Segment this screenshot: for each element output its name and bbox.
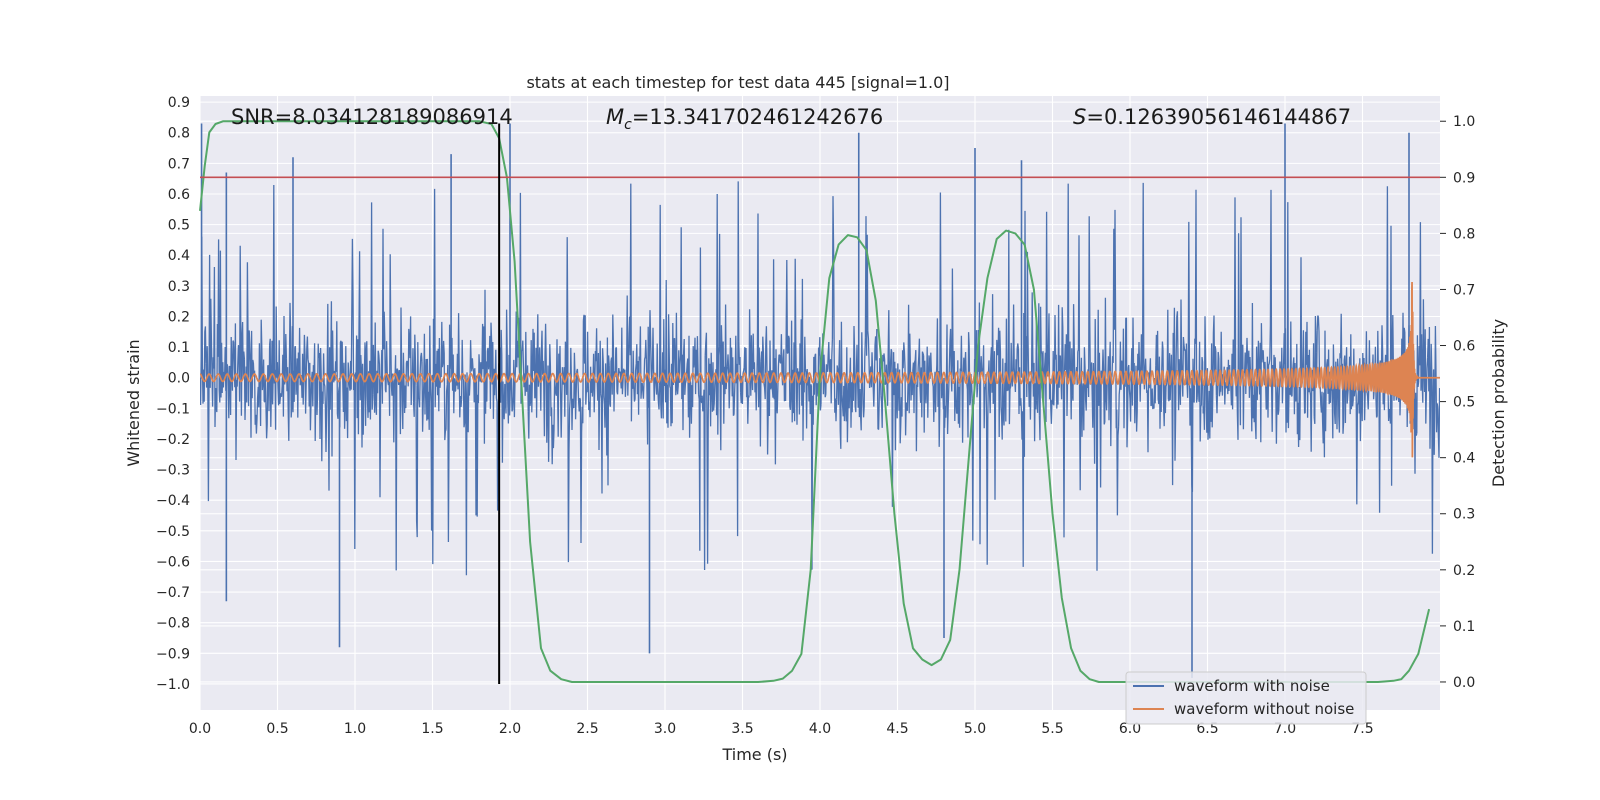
chirp-mass-annotation: Mc=13.341702461242676 bbox=[606, 105, 883, 133]
x-tick-label: 0.5 bbox=[266, 721, 288, 737]
y-axis-label: Whitened strain bbox=[124, 339, 143, 466]
y-tick-label: −0.9 bbox=[156, 646, 190, 662]
legend-label-clean: waveform without noise bbox=[1174, 700, 1354, 718]
y2-tick-label: 0.3 bbox=[1453, 507, 1475, 523]
legend-label-noise: waveform with noise bbox=[1174, 677, 1330, 695]
x-tick-label: 4.5 bbox=[886, 721, 908, 737]
chirp-mass-value: =13.341702461242676 bbox=[632, 105, 883, 129]
y-tick-label: 0.3 bbox=[168, 279, 190, 295]
y-axis-ticks: 0.9 0.8 0.7 0.6 0.5 0.4 0.3 0.2 0.1 0.0 −0.1 −0.2 −0… bbox=[156, 95, 190, 693]
chirp-mass-subscript: c bbox=[624, 117, 632, 133]
x-tick-label: 7.5 bbox=[1351, 721, 1373, 737]
y-tick-label: 0.0 bbox=[168, 371, 190, 387]
y-tick-label: −0.4 bbox=[156, 493, 190, 509]
y2-tick-label: 0.9 bbox=[1453, 170, 1475, 186]
y2-axis-ticks: 1.0 0.9 0.8 0.7 0.6 0.5 0.4 0.3 0.2 0.1 0.0 bbox=[1440, 114, 1475, 691]
x-tick-label: 3.0 bbox=[654, 721, 676, 737]
y-tick-label: 0.6 bbox=[168, 187, 190, 203]
y-tick-label: 0.1 bbox=[168, 340, 190, 356]
x-tick-label: 2.5 bbox=[576, 721, 598, 737]
y2-tick-label: 0.1 bbox=[1453, 619, 1475, 635]
probability-layer bbox=[199, 120, 1431, 683]
y2-tick-label: 0.6 bbox=[1453, 339, 1475, 355]
y-tick-label: −0.7 bbox=[156, 585, 190, 601]
y-tick-label: 0.9 bbox=[168, 95, 190, 111]
overlay-layer bbox=[200, 123, 1440, 684]
x-axis-label: Time (s) bbox=[721, 745, 787, 764]
y-tick-label: −0.5 bbox=[156, 524, 190, 540]
y2-axis-label: Detection probability bbox=[1489, 319, 1508, 487]
y-tick-label: −0.8 bbox=[156, 616, 190, 632]
x-tick-label: 1.5 bbox=[421, 721, 443, 737]
y2-tick-label: 0.7 bbox=[1453, 282, 1475, 298]
s-symbol: S bbox=[1073, 105, 1086, 129]
y-tick-label: 0.5 bbox=[168, 218, 190, 234]
chart-title: stats at each timestep for test data 445… bbox=[526, 73, 949, 92]
y-tick-label: 0.4 bbox=[168, 248, 190, 264]
snr-annotation: SNR=8.034128189086914 bbox=[231, 105, 513, 129]
x-tick-label: 3.5 bbox=[731, 721, 753, 737]
x-tick-label: 5.5 bbox=[1041, 721, 1063, 737]
y-tick-label: 0.7 bbox=[168, 156, 190, 172]
y-tick-label: 0.8 bbox=[168, 126, 190, 142]
y2-tick-label: 0.2 bbox=[1453, 563, 1475, 579]
x-tick-label: 7.0 bbox=[1274, 721, 1296, 737]
y2-tick-label: 0.4 bbox=[1453, 451, 1475, 467]
y-tick-label: −0.2 bbox=[156, 432, 190, 448]
probability-line bbox=[199, 120, 1431, 683]
x-axis-ticks: 0.0 0.5 1.0 1.5 2.0 2.5 3.0 3.5 4.0 4.5 5.0 5.5 6.0 6… bbox=[189, 721, 1374, 737]
noise-waveform-layer bbox=[200, 123, 1440, 678]
y2-tick-label: 0.5 bbox=[1453, 395, 1475, 411]
chirp-mass-symbol: M bbox=[606, 105, 624, 129]
x-tick-label: 6.0 bbox=[1119, 721, 1141, 737]
y-tick-label: −0.1 bbox=[156, 401, 190, 417]
y-tick-label: −1.0 bbox=[156, 677, 190, 693]
y2-tick-label: 0.0 bbox=[1453, 675, 1475, 691]
legend: waveform with noise waveform without noi… bbox=[1125, 671, 1367, 725]
y2-tick-label: 1.0 bbox=[1453, 114, 1475, 130]
x-tick-label: 1.0 bbox=[344, 721, 366, 737]
s-value: =0.12639056146144867 bbox=[1086, 105, 1351, 129]
x-tick-label: 2.0 bbox=[499, 721, 521, 737]
x-tick-label: 5.0 bbox=[964, 721, 986, 737]
y2-tick-label: 0.8 bbox=[1453, 226, 1475, 242]
s-annotation: S=0.12639056146144867 bbox=[1073, 105, 1351, 129]
y-tick-label: 0.2 bbox=[168, 309, 190, 325]
y-tick-label: −0.3 bbox=[156, 463, 190, 479]
x-tick-label: 0.0 bbox=[189, 721, 211, 737]
legend-box bbox=[1125, 671, 1367, 725]
x-tick-label: 6.5 bbox=[1196, 721, 1218, 737]
x-tick-label: 4.0 bbox=[809, 721, 831, 737]
y-tick-label: −0.6 bbox=[156, 554, 190, 570]
